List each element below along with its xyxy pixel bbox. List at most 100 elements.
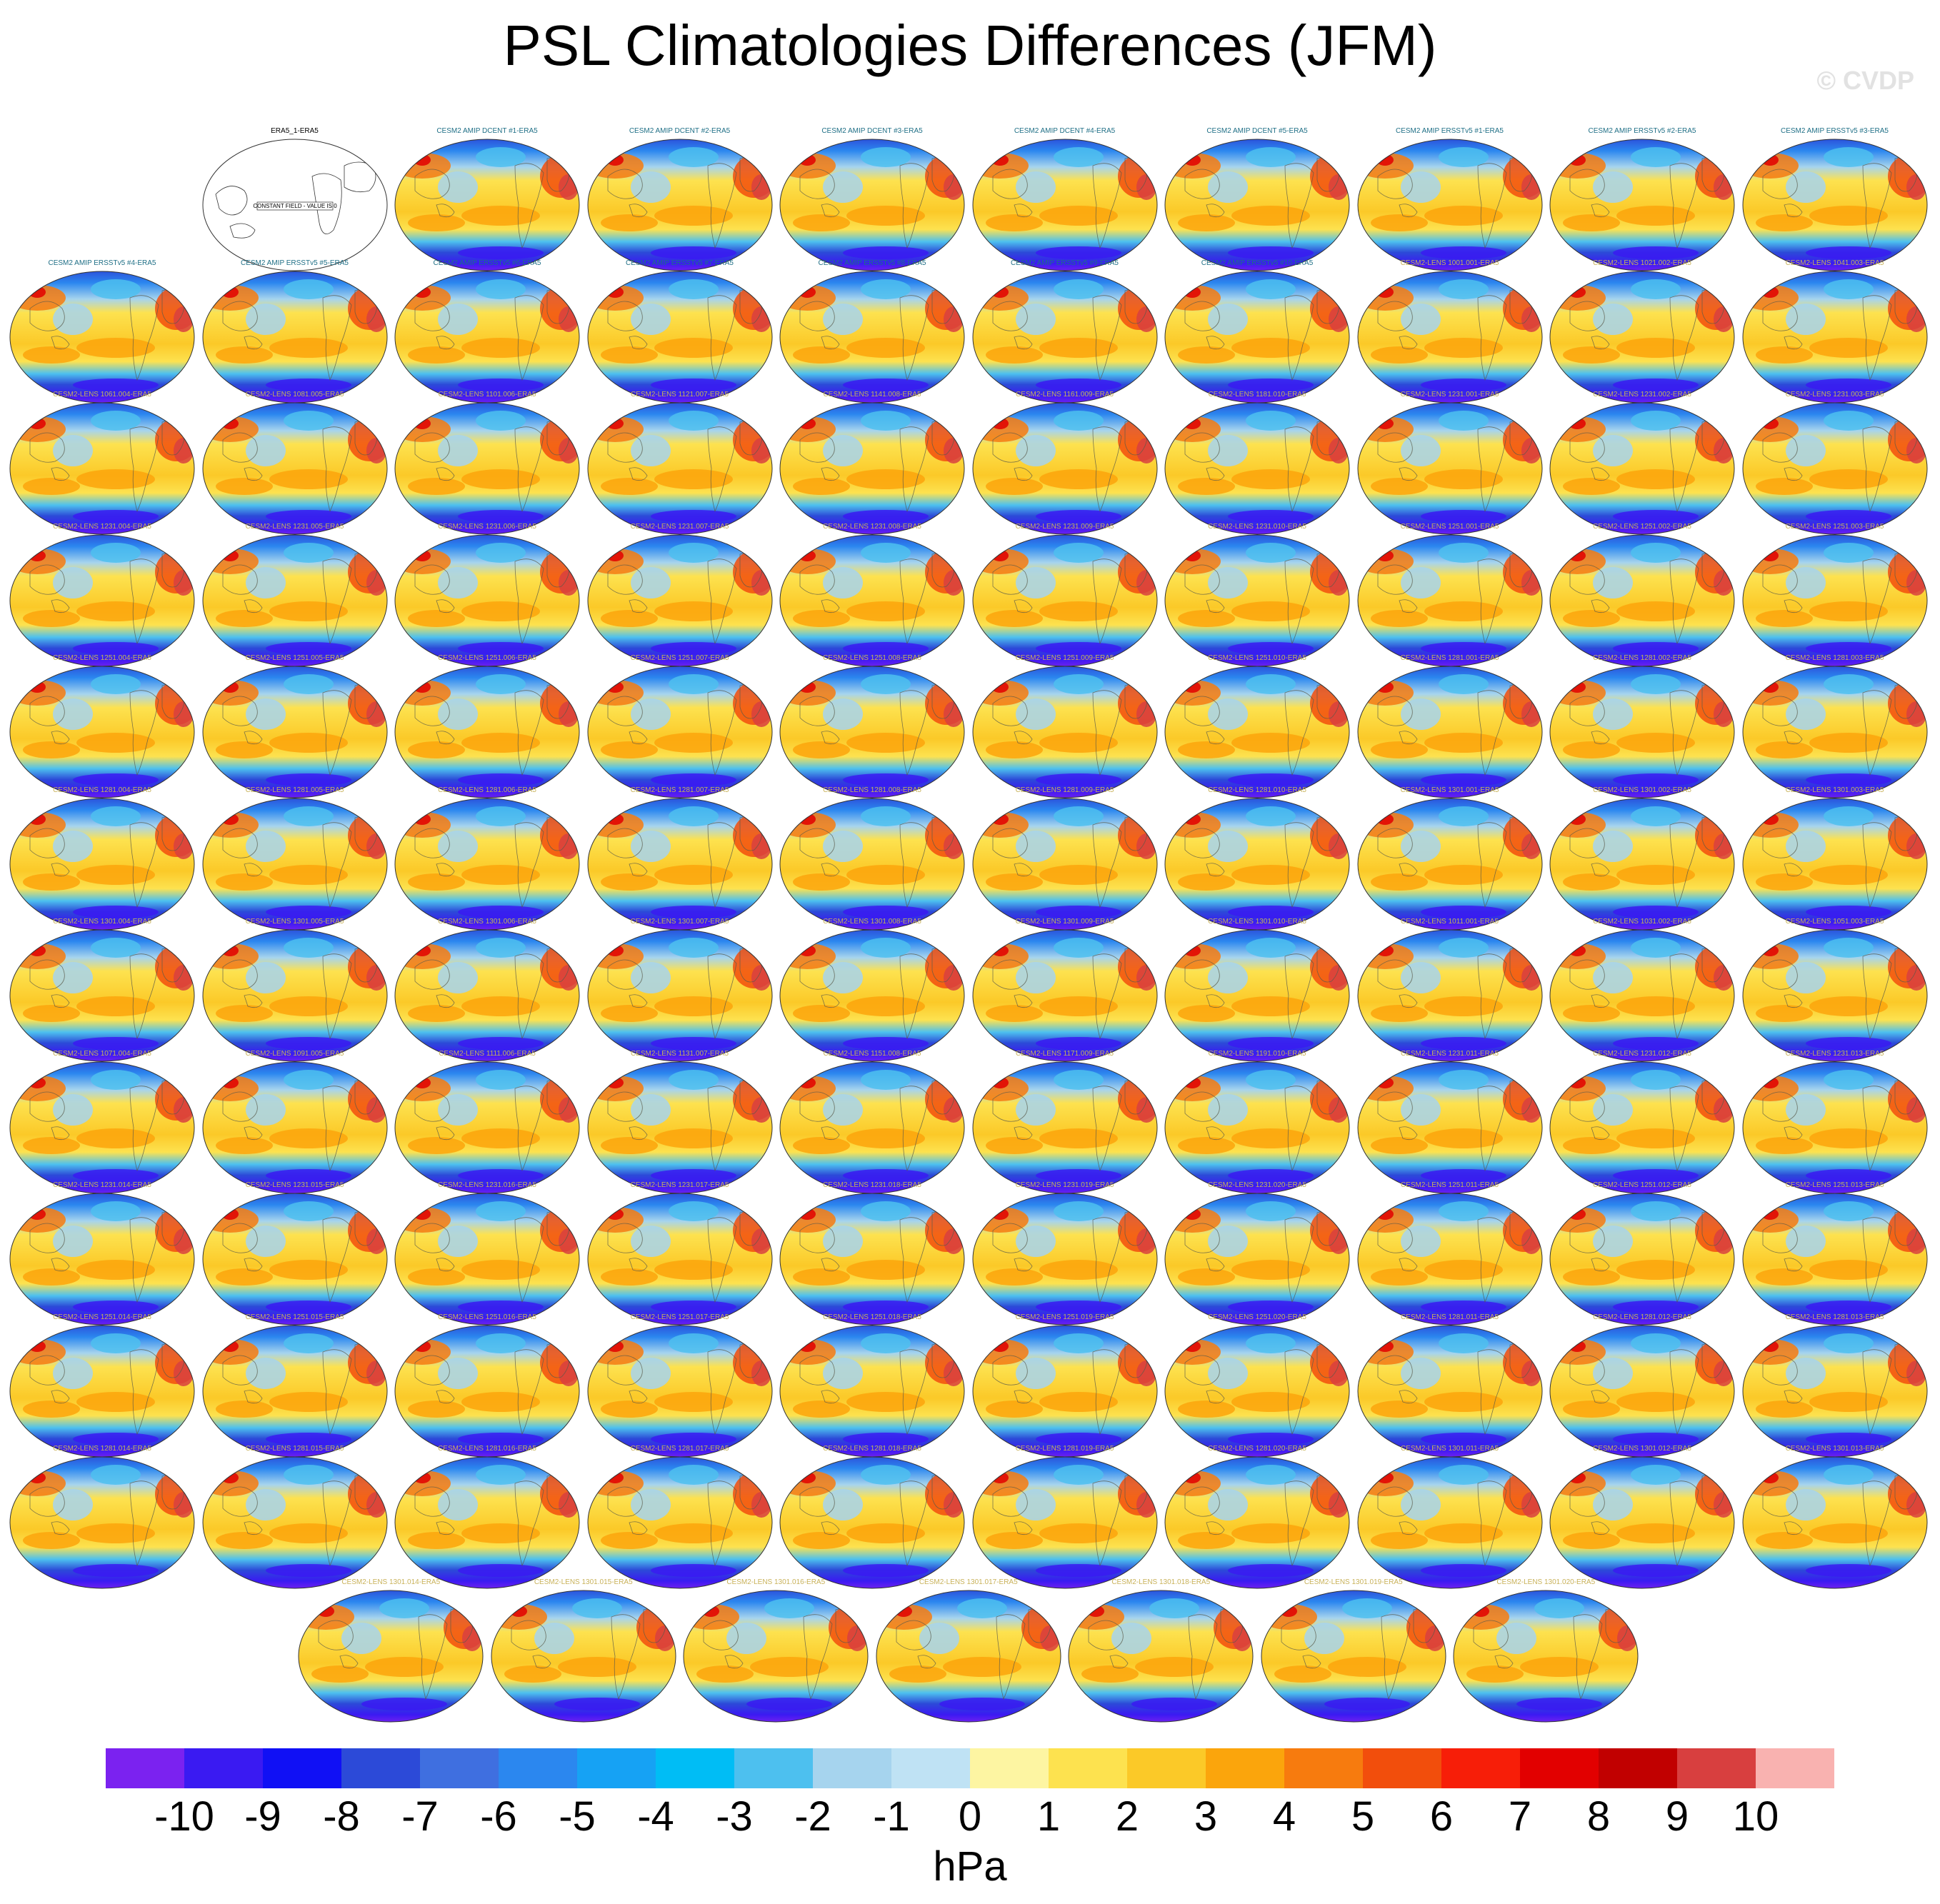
map-panel-title: CESM2-LENS 1231.007-ERA5 (630, 522, 729, 531)
subtropical-high-blob (23, 346, 80, 364)
southern-low-band (1228, 1037, 1314, 1050)
low-anomaly-blob (438, 171, 478, 203)
subtropical-high-blob (1370, 1136, 1428, 1154)
globe-map (1549, 666, 1735, 798)
low-anomaly-blob (53, 1489, 93, 1520)
subtropical-high-blob (846, 864, 925, 885)
map-panel: CESM2-LENS 1281.020-ERA5 (1164, 1445, 1351, 1595)
strong-high-blob (29, 1076, 46, 1088)
map-panel-title: CESM2-LENS 1281.006-ERA5 (438, 786, 536, 794)
southern-low-band (1613, 510, 1699, 523)
map-panel: CESM2-LENS 1111.006-ERA5 (394, 1050, 581, 1200)
low-anomaly-blob (1785, 698, 1826, 730)
globe-map (202, 402, 387, 535)
strong-high-blob (702, 1605, 720, 1617)
low-anomaly-blob (1400, 1093, 1441, 1126)
low-anomaly-blob (283, 542, 334, 563)
globe-map (972, 1456, 1157, 1589)
subtropical-high-blob (215, 1532, 273, 1549)
map-panel: CESM2-LENS 1301.017-ERA5 (875, 1578, 1062, 1728)
subtropical-high-blob (1231, 733, 1310, 753)
southern-low-band (1035, 1564, 1121, 1577)
map-panel: CESM2-LENS 1281.006-ERA5 (394, 786, 581, 936)
map-panel: CESM2-LENS 1281.016-ERA5 (394, 1445, 581, 1595)
subtropical-high-blob (1616, 996, 1695, 1016)
southern-low-band (1035, 905, 1121, 918)
map-panel: CESM2-LENS 1281.011-ERA5 (1356, 1313, 1544, 1463)
southern-low-band (746, 1697, 833, 1710)
subtropical-high-blob (1809, 206, 1888, 226)
map-panel: CESM2-LENS 1301.013-ERA5 (1741, 1445, 1929, 1595)
globe-outline (202, 929, 387, 1062)
coastlines (1762, 156, 1918, 249)
southern-low-band (458, 246, 544, 259)
globe-outline (683, 1590, 869, 1722)
globe-map: CONSTANT FIELD - VALUE IS 0 (202, 139, 387, 271)
globe-map (587, 1061, 772, 1193)
subtropical-high-blob (557, 1656, 636, 1677)
strong-high-blob (1376, 1340, 1394, 1352)
low-anomaly-blob (283, 411, 334, 431)
subtropical-high-blob (1616, 1260, 1695, 1280)
coastlines (607, 156, 763, 249)
subtropical-high-blob (23, 478, 80, 495)
low-anomaly-blob (668, 674, 719, 694)
subtropical-high-blob (1809, 601, 1888, 621)
subtropical-high-blob (654, 337, 733, 358)
low-anomaly-blob (438, 303, 478, 335)
map-panel: CESM2-LENS 1301.010-ERA5 (1164, 918, 1351, 1068)
globe-map (1742, 1193, 1927, 1326)
low-anomaly-blob (1823, 1069, 1874, 1090)
low-anomaly-blob (245, 566, 286, 598)
subtropical-high-blob (1370, 1532, 1428, 1549)
strong-high-blob (29, 1472, 46, 1483)
subtropical-high-blob (1616, 864, 1695, 885)
map-panel-title: CESM2-LENS 1281.010-ERA5 (1208, 786, 1306, 794)
subtropical-high-blob (654, 864, 733, 885)
subtropical-high-blob (23, 1400, 80, 1418)
globe-outline (1742, 1325, 1927, 1457)
globe-outline (394, 1193, 580, 1326)
southern-low-band (1228, 641, 1314, 655)
low-anomaly-blob (1111, 1622, 1152, 1654)
subtropical-high-blob (1616, 206, 1695, 226)
map-panel-title: CESM2-LENS 1231.013-ERA5 (1785, 1049, 1884, 1058)
map-panel-title: CESM2-LENS 1231.015-ERA5 (245, 1181, 344, 1189)
subtropical-high-blob (750, 1656, 829, 1677)
low-anomaly-blob (1438, 938, 1489, 958)
low-anomaly-blob (283, 1465, 334, 1485)
map-panel: CESM2-LENS 1181.010-ERA5 (1164, 391, 1351, 541)
subtropical-high-blob (1755, 478, 1813, 495)
map-panel: CESM2-LENS 1171.009-ERA5 (971, 1050, 1159, 1200)
globe-outline (202, 402, 387, 535)
globe-outline (394, 271, 580, 403)
map-panel-title: CESM2-LENS 1251.020-ERA5 (1208, 1313, 1306, 1321)
subtropical-high-blob (461, 733, 540, 753)
subtropical-high-blob (1039, 601, 1118, 621)
globe-outline (972, 1456, 1157, 1589)
subtropical-high-blob (846, 733, 925, 753)
map-panel: CESM2-LENS 1231.001-ERA5 (1356, 391, 1544, 541)
southern-low-band (1805, 1168, 1891, 1182)
map-panel-title: CESM2-LENS 1101.006-ERA5 (438, 391, 536, 399)
strong-high-blob (1569, 1208, 1586, 1220)
subtropical-high-blob (1231, 1128, 1310, 1148)
subtropical-high-blob (1755, 1268, 1813, 1286)
map-panel: CESM2-LENS 1231.004-ERA5 (9, 523, 196, 673)
globe-map (202, 798, 387, 930)
map-panel-title: CESM2 AMIP DCENT #5-ERA5 (1206, 127, 1308, 135)
map-panel-title: CESM2-LENS 1281.020-ERA5 (1208, 1445, 1306, 1453)
map-panel-title: CESM2-LENS 1141.008-ERA5 (823, 391, 921, 399)
globe-map (779, 402, 965, 535)
southern-low-band (1516, 1697, 1603, 1710)
subtropical-high-blob (654, 469, 733, 489)
colorbar-swatch (1206, 1748, 1285, 1788)
subtropical-high-blob (1039, 1260, 1118, 1280)
map-panel: CESM2-LENS 1231.009-ERA5 (971, 523, 1159, 673)
low-anomaly-blob (571, 1598, 622, 1618)
map-panel-title: CESM2-LENS 1231.001-ERA5 (1400, 391, 1499, 399)
subtropical-high-blob (1231, 601, 1310, 621)
subtropical-high-blob (76, 1128, 155, 1148)
map-panel: CESM2-LENS 1251.018-ERA5 (779, 1313, 966, 1463)
